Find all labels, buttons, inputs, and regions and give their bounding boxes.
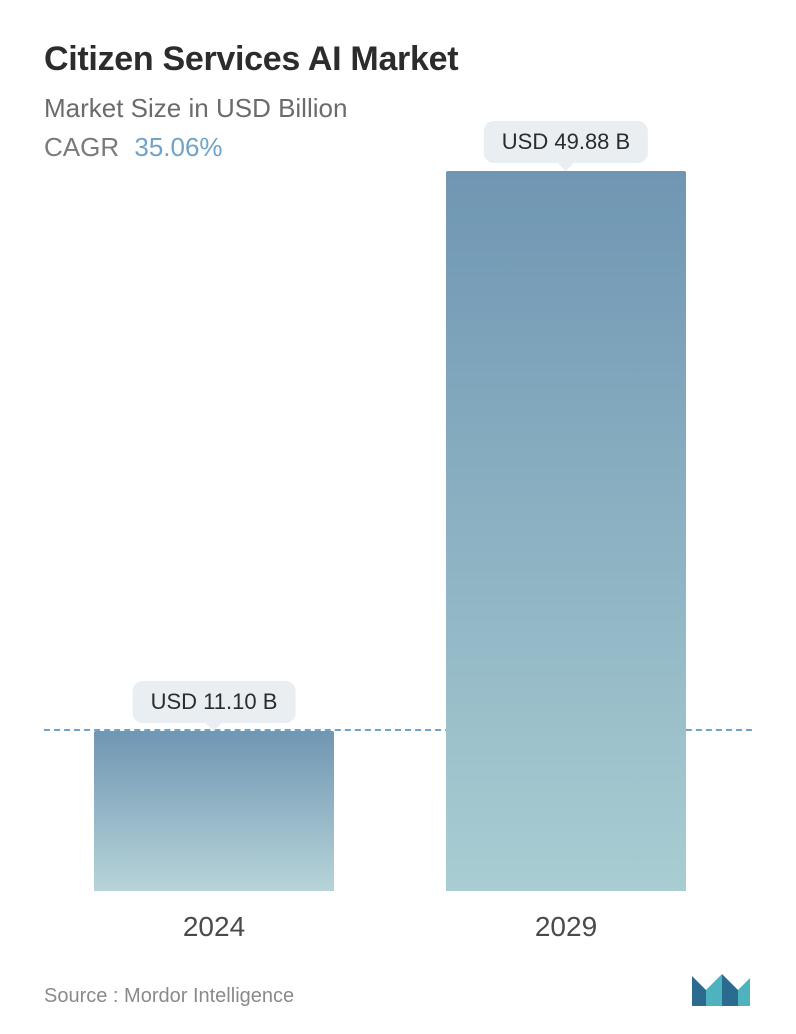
value-tag-2024: USD 11.10 B bbox=[133, 681, 296, 723]
x-label-2024: 2024 bbox=[183, 911, 245, 943]
chart-title: Citizen Services AI Market bbox=[44, 40, 752, 79]
chart-subtitle: Market Size in USD Billion bbox=[44, 93, 752, 124]
cagr-value: 35.06% bbox=[134, 132, 222, 162]
logo-shape-left bbox=[692, 976, 706, 1006]
brand-logo-icon bbox=[688, 968, 752, 1008]
footer: Source : Mordor Intelligence bbox=[44, 968, 752, 1008]
logo-shape-mid bbox=[706, 974, 722, 1006]
bar-2029: USD 49.88 B bbox=[446, 171, 686, 891]
source-text: Source : Mordor Intelligence bbox=[44, 985, 294, 1008]
x-label-2029: 2029 bbox=[535, 911, 597, 943]
value-tag-2029: USD 49.88 B bbox=[484, 121, 648, 163]
cagr-label: CAGR bbox=[44, 132, 119, 162]
bar-wrap-2029: USD 49.88 B bbox=[446, 171, 686, 891]
chart-area: USD 11.10 B USD 49.88 B bbox=[44, 171, 752, 891]
logo-shape-right2 bbox=[738, 978, 750, 1006]
logo-shape-right1 bbox=[722, 974, 738, 1006]
bar-wrap-2024: USD 11.10 B bbox=[94, 731, 334, 891]
x-axis-labels: 2024 2029 bbox=[44, 901, 752, 961]
bar-2024: USD 11.10 B bbox=[94, 731, 334, 891]
